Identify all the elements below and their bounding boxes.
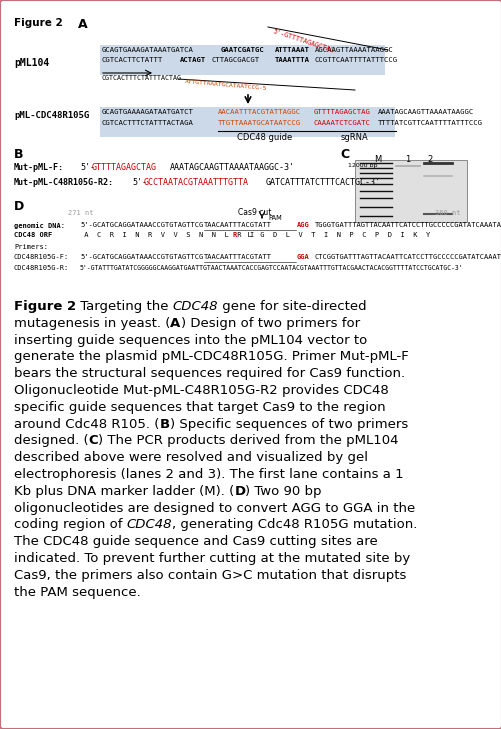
Text: Figure 2: Figure 2 [14,300,76,313]
Text: M: M [374,155,381,164]
Bar [100,107,394,137]
Text: GAATCGATGC: GAATCGATGC [220,47,264,53]
Text: Mut-pML-F:: Mut-pML-F: [14,163,64,172]
Text: CCGTTCAATTTTATTTCCG: CCGTTCAATTTTATTTCCG [314,57,397,63]
Text: AGG: AGG [297,222,309,228]
Text: CDC48: CDC48 [172,300,218,313]
Text: 5'-GCATGCAGGATAAACCGTGTAGTTCG: 5'-GCATGCAGGATAAACCGTGTAGTTCG [80,254,203,260]
Text: GTTTTAGAGCTAG: GTTTTAGAGCTAG [92,163,157,172]
Text: TAACAATTTACGTATT: TAACAATTTACGTATT [203,254,272,260]
Text: gene for site-directed: gene for site-directed [218,300,366,313]
Text: TGGGTGATTTAGTTACAATTCATCCTTGCCCCCGATATCAAATAC-3': TGGGTGATTTAGTTACAATTCATCCTTGCCCCCGATATCA… [314,222,501,228]
Text: generate the plasmid pML-CDC48R105G. Primer Mut-pML-F: generate the plasmid pML-CDC48R105G. Pri… [14,351,408,363]
Text: sgRNA: sgRNA [340,133,367,142]
Text: 271 nt: 271 nt [68,210,93,216]
Bar [100,45,384,75]
Text: coding region of: coding region of [14,518,126,531]
Text: R: R [232,232,237,238]
Text: CDC48: CDC48 [126,518,172,531]
Text: A: A [170,317,180,330]
Text: Oligonucleotide Mut-pML-C48R105G-R2 provides CDC48: Oligonucleotide Mut-pML-C48R105G-R2 prov… [14,384,388,397]
Text: AAATAGCAAGTTAAAATAAGGC-3': AAATAGCAAGTTAAAATAAGGC-3' [170,163,295,172]
Text: , generating Cdc48 R105G mutation.: , generating Cdc48 R105G mutation. [172,518,417,531]
Text: C: C [339,148,348,161]
Text: pML-CDC48R105G: pML-CDC48R105G [14,111,89,120]
Text: 1: 1 [405,155,410,164]
Text: AACAATTTACGTATTAGGC: AACAATTTACGTATTAGGC [217,109,301,115]
Text: genomic DNA:: genomic DNA: [14,222,65,229]
Text: L  G  D  L  V  T  I  N  P  C  P  D  I  K  Y: L G D L V T I N P C P D I K Y [238,232,429,238]
Text: 360 nt: 360 nt [434,210,459,216]
Text: C: C [89,434,98,448]
Text: GATCATTTATCTTTCACTGC-3': GATCATTTATCTTTCACTGC-3' [266,178,380,187]
Text: ) Specific sequences of two primers: ) Specific sequences of two primers [169,418,407,431]
Text: GCAGTGAAAAGATAATGATCT: GCAGTGAAAAGATAATGATCT [102,109,193,115]
Text: AGCAAGTTAAAATAAGGC: AGCAAGTTAAAATAAGGC [314,47,393,53]
Text: 2: 2 [426,155,432,164]
Text: GCCTAATACGTAAATTTGTTA: GCCTAATACGTAAATTTGTTA [144,178,248,187]
Text: ATTGTTAAATGCATAATCCG-5: ATTGTTAAATGCATAATCCG-5 [185,79,267,91]
Text: ) The PCR products derived from the pML104: ) The PCR products derived from the pML1… [98,434,398,448]
Text: 5'-GCATGCAGGATAAACCGTGTAGTTCG: 5'-GCATGCAGGATAAACCGTGTAGTTCG [80,222,203,228]
Text: CAAAATCTCGATC: CAAAATCTCGATC [313,120,370,126]
Text: GTTTTAGAGCTAG: GTTTTAGAGCTAG [313,109,370,115]
Text: TAAATTTA: TAAATTTA [275,57,310,63]
Text: CGTCACTTTCTATTTACTAG: CGTCACTTTCTATTTACTAG [102,75,182,81]
Text: Targeting the: Targeting the [76,300,172,313]
Text: mutagenesis in yeast. (: mutagenesis in yeast. ( [14,317,170,330]
Text: AAATAGCAAGTTAAAATAAGGC: AAATAGCAAGTTAAAATAAGGC [377,109,473,115]
Bar [354,160,466,222]
Text: Figure 2: Figure 2 [14,18,63,28]
Text: Cas9 cut: Cas9 cut [238,208,271,217]
Text: bears the structural sequences required for Cas9 function.: bears the structural sequences required … [14,367,404,381]
Text: B: B [14,148,24,161]
Text: CDC48 guide: CDC48 guide [237,133,292,142]
Text: A: A [78,18,88,31]
Text: A  C  R  I  N  R  V  V  S  N  N  L  R  I: A C R I N R V V S N N L R I [80,232,254,238]
Text: the PAM sequence.: the PAM sequence. [14,585,140,599]
Text: 5'-: 5'- [132,178,147,187]
Text: electrophoresis (lanes 2 and 3). The first lane contains a 1: electrophoresis (lanes 2 and 3). The fir… [14,468,403,481]
Text: TTGTTAAATGCATAATCCG: TTGTTAAATGCATAATCCG [217,120,301,126]
Text: indicated. To prevent further cutting at the mutated site by: indicated. To prevent further cutting at… [14,552,409,565]
Text: described above were resolved and visualized by gel: described above were resolved and visual… [14,451,367,464]
Text: designed. (: designed. ( [14,434,89,448]
Text: D: D [234,485,245,498]
Text: Mut-pML-C48R105G-R2:: Mut-pML-C48R105G-R2: [14,178,114,187]
Text: PAM: PAM [268,215,281,221]
Text: GGA: GGA [297,254,309,260]
Text: Kb plus DNA marker ladder (M). (: Kb plus DNA marker ladder (M). ( [14,485,234,498]
Text: B: B [159,418,169,431]
Text: pML104: pML104 [14,58,49,68]
Text: CTTAGCGACGT: CTTAGCGACGT [211,57,260,63]
Text: TTTTATCGTTCAATTTTATTTCCG: TTTTATCGTTCAATTTTATTTCCG [377,120,482,126]
Text: GCAGTGAAAGATAAATGATCA: GCAGTGAAAGATAAATGATCA [102,47,193,53]
Text: 5'-GTATTTGATATCGGGGGCAAGGATGAATTGTAACTAAATCACCGAGTCCAATACGTAAATTTGTTACGAACTACACG: 5'-GTATTTGATATCGGGGGCAAGGATGAATTGTAACTAA… [80,265,463,271]
Text: specific guide sequences that target Cas9 to the region: specific guide sequences that target Cas… [14,401,385,414]
Text: 5'-: 5'- [80,163,95,172]
Text: The CDC48 guide sequence and Cas9 cutting sites are: The CDC48 guide sequence and Cas9 cuttin… [14,535,377,548]
Text: ATTTAAAT: ATTTAAAT [275,47,310,53]
Text: D: D [14,200,24,213]
Text: ) Two 90 bp: ) Two 90 bp [245,485,321,498]
Text: CDC48 ORF: CDC48 ORF [14,232,52,238]
Text: 12000 bp: 12000 bp [347,163,377,168]
Text: ) Design of two primers for: ) Design of two primers for [180,317,359,330]
Text: around Cdc48 R105. (: around Cdc48 R105. ( [14,418,159,431]
Text: ACTAGT: ACTAGT [180,57,206,63]
Text: 5'-GTTTTAGAGCTAG: 5'-GTTTTAGAGCTAG [272,28,334,53]
Text: inserting guide sequences into the pML104 vector to: inserting guide sequences into the pML10… [14,334,367,346]
Text: oligonucleotides are designed to convert AGG to GGA in the: oligonucleotides are designed to convert… [14,502,414,515]
Text: CGTCACTTTCTATTTACTAGA: CGTCACTTTCTATTTACTAGA [102,120,193,126]
Text: CGTCACTTCTATTT: CGTCACTTCTATTT [102,57,163,63]
Text: Cas9, the primers also contain G>C mutation that disrupts: Cas9, the primers also contain G>C mutat… [14,569,406,582]
Text: Primers:: Primers: [14,244,48,250]
Text: CDC48R105G-F:: CDC48R105G-F: [14,254,69,260]
Text: CDC48R105G-R:: CDC48R105G-R: [14,265,69,271]
Text: TAACAATTTACGTATT: TAACAATTTACGTATT [203,222,272,228]
Text: CTCGGTGATTTAGTTACAATTCATCCTTGCCCCCGATATCAAATAC-3': CTCGGTGATTTAGTTACAATTCATCCTTGCCCCCGATATC… [314,254,501,260]
